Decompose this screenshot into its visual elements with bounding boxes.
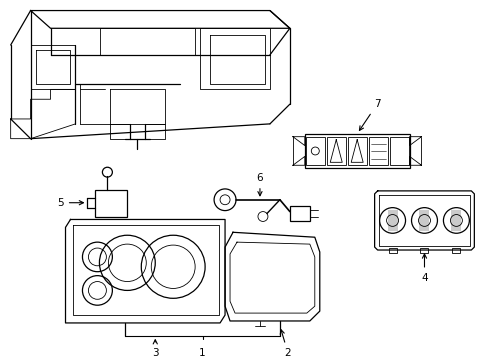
Bar [304, 134, 408, 168]
Text: 2: 2 [280, 330, 290, 357]
Bar [420, 248, 427, 253]
Bar [388, 248, 396, 253]
Bar [289, 206, 309, 221]
Text: 3: 3 [152, 340, 158, 357]
Bar [389, 137, 407, 165]
Text: 6: 6 [256, 173, 263, 196]
Text: 5: 5 [57, 198, 83, 208]
Text: 1: 1 [199, 348, 205, 357]
Bar [451, 248, 459, 253]
Bar [368, 137, 387, 165]
Bar [305, 137, 324, 165]
Bar [347, 137, 366, 165]
Text: 4: 4 [420, 254, 427, 283]
Bar [326, 137, 345, 165]
Text: 7: 7 [359, 99, 380, 130]
Bar [95, 190, 127, 217]
